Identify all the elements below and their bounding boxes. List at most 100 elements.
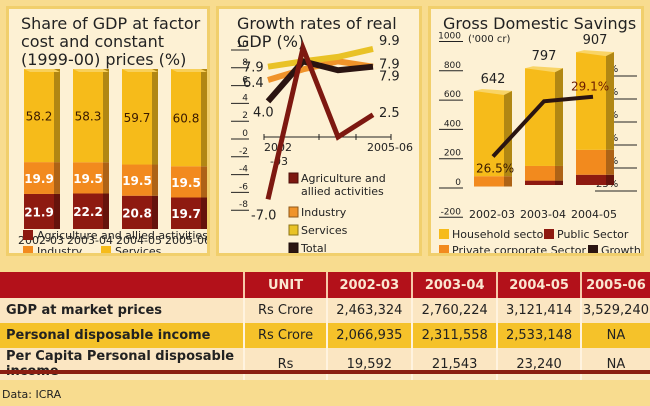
bar-segment <box>73 162 103 194</box>
title-line: Growth rates of real <box>237 14 397 33</box>
bar-top <box>474 88 512 95</box>
title-line: GDP (%) <box>237 32 305 51</box>
bar-segment-side <box>504 176 512 187</box>
bar-segment-side <box>54 193 60 229</box>
data-label: 4.0 <box>253 105 274 120</box>
bar-segment <box>576 149 606 175</box>
bar-total-label: 907 <box>583 33 608 48</box>
bar-top <box>171 69 207 72</box>
legend-label: Industry <box>301 206 347 219</box>
bar-segment-side <box>103 193 109 229</box>
row-unit: Rs <box>243 348 327 380</box>
table-row: Per Capita Personal disposable income Rs… <box>0 348 650 380</box>
data-source: Data: ICRA <box>2 388 62 401</box>
share-of-gdp-chart: 21.919.958.22002-0322.219.558.32003-0420… <box>18 69 207 253</box>
bar-top <box>73 69 109 72</box>
header-2005-06: 2005-06 <box>579 272 650 298</box>
bar-data-label: 58.2 <box>26 110 53 124</box>
growth-label: 29.1% <box>571 80 609 94</box>
bar-segment <box>171 197 201 229</box>
gross-domestic-savings-panel: Gross Domestic Savings 1000 800 600 400 200 0… <box>428 6 644 256</box>
y-tick-label: 600 <box>444 90 461 100</box>
bar-data-label: 60.8 <box>173 112 200 126</box>
legend-swatch <box>288 242 299 253</box>
bar-segment <box>73 193 103 229</box>
bar-total-label: 642 <box>481 72 506 87</box>
bar-data-label: 22.2 <box>73 205 103 219</box>
y-tick-label: 200 <box>444 149 461 159</box>
growth-rates-panel: Growth rates of real GDP (%) 10 8 6 4 2 0 -2 -4… <box>216 6 422 256</box>
data-label: 6.4 <box>243 76 264 91</box>
legend-swatch <box>23 230 33 240</box>
legend-label: Total <box>300 242 327 253</box>
bar-segment <box>576 174 606 185</box>
header-blank <box>0 272 245 298</box>
bar-segment-side <box>555 165 563 181</box>
y-tick-label: 0 <box>242 129 248 139</box>
cell-value: 23,240 <box>496 348 581 380</box>
title-line: (1999-00) prices (%) <box>21 50 187 69</box>
bar-segment-side <box>201 166 207 198</box>
bar-segment-side <box>606 174 614 185</box>
bar-segment-side <box>54 69 60 163</box>
bar-data-label: 58.3 <box>75 110 102 124</box>
cell-value: NA <box>579 323 650 348</box>
bar-segment-side <box>103 162 109 194</box>
y-tick-label: -6 <box>239 182 248 192</box>
series-line-agriculture <box>265 39 375 200</box>
header-unit: UNIT <box>243 272 327 298</box>
share-of-gdp-panel: Share of GDP at factor cost and constant… <box>6 6 210 256</box>
y-tick-label: -200 <box>441 207 462 217</box>
y-tick-label: -4 <box>239 165 248 175</box>
legend-label: Agriculture and allied activities <box>37 229 207 242</box>
y-tick-label: -8 <box>239 200 248 210</box>
header-2003-04: 2003-04 <box>410 272 498 298</box>
series-line-total <box>265 57 374 104</box>
bar-top <box>122 69 158 72</box>
bar-segment-side <box>504 90 512 177</box>
legend-swatch <box>439 229 449 239</box>
bar-segment <box>24 193 54 229</box>
legend-label: Household sector <box>452 228 548 241</box>
bar-segment <box>171 166 201 198</box>
cell-value: 2,533,148 <box>496 323 581 348</box>
row-label: GDP at market prices <box>0 298 245 323</box>
header-2002-03: 2002-03 <box>325 272 412 298</box>
share-of-gdp-title: Share of GDP at factor cost and constant… <box>21 15 200 69</box>
legend-label: Services <box>301 224 348 237</box>
legend-swatch <box>288 224 299 236</box>
row-unit: Rs Crore <box>243 298 327 323</box>
x-tick-label: 2004-05 <box>571 208 617 221</box>
legend-swatch <box>288 172 299 184</box>
growth-rates-chart: 1086420-2-4-6-82002-032005-067.96.44.0-7… <box>231 34 413 253</box>
growth-line <box>491 94 594 158</box>
data-label: 9.9 <box>379 34 400 49</box>
bar-segment-side <box>201 69 207 167</box>
bar-segment-side <box>152 164 158 196</box>
growth-label: 26.5% <box>476 162 514 176</box>
x-tick-label: 2003-04 <box>67 234 113 247</box>
data-label: 7.9 <box>379 70 400 85</box>
bar-data-label: 19.5 <box>171 176 201 190</box>
legend-label: Services <box>115 245 162 253</box>
y-tick-label: 400 <box>444 119 461 129</box>
cell-value: 2,311,558 <box>410 323 498 348</box>
x-tick-label: 2004-05 <box>116 234 162 247</box>
table-row: GDP at market prices Rs Crore 2,463,324 … <box>0 298 650 323</box>
row-label: Personal disposable income <box>0 323 245 348</box>
y-tick-label: 0 <box>455 178 461 188</box>
bar-data-label: 21.9 <box>24 205 54 219</box>
title-line: Gross Domestic Savings <box>443 14 637 33</box>
data-label: 7.9 <box>379 58 400 73</box>
y-tick-label: 10 <box>237 40 249 50</box>
row-label: Per Capita Personal disposable income <box>0 348 245 380</box>
series-line-services <box>267 45 374 70</box>
bar-segment <box>122 69 152 165</box>
income-table: UNIT 2002-03 2003-04 2004-05 2005-06 GDP… <box>0 272 650 380</box>
data-label: 2.5 <box>379 106 400 121</box>
unit-label: ('000 cr) <box>468 34 511 45</box>
gds-title: Gross Domestic Savings <box>443 15 636 33</box>
bar-segment <box>525 165 555 181</box>
cell-value: 2,463,324 <box>325 298 412 323</box>
bar-segment <box>24 69 54 163</box>
